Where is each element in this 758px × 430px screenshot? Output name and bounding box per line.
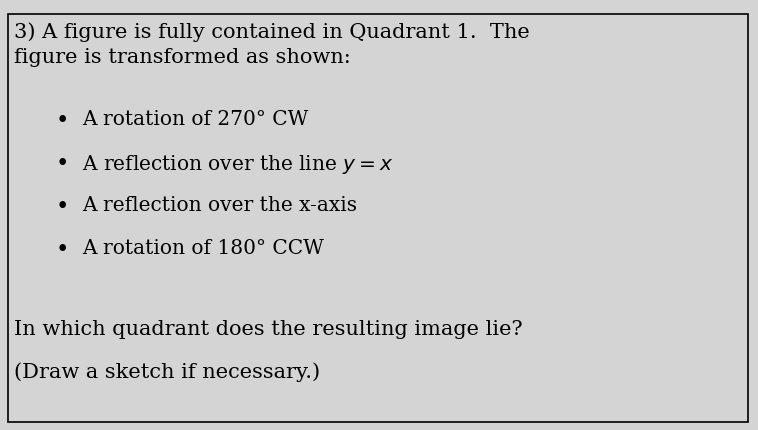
Text: 3) A figure is fully contained in Quadrant 1.  The: 3) A figure is fully contained in Quadra…: [14, 22, 530, 42]
Text: •: •: [55, 196, 69, 218]
Text: In which quadrant does the resulting image lie?: In which quadrant does the resulting ima…: [14, 320, 522, 339]
Text: figure is transformed as shown:: figure is transformed as shown:: [14, 48, 351, 67]
Text: •: •: [55, 110, 69, 132]
Text: A rotation of 270° CW: A rotation of 270° CW: [82, 110, 309, 129]
Text: •: •: [55, 239, 69, 261]
Text: •: •: [55, 153, 69, 175]
Text: A reflection over the x-axis: A reflection over the x-axis: [82, 196, 357, 215]
Text: A rotation of 180° CCW: A rotation of 180° CCW: [82, 239, 324, 258]
Text: (Draw a sketch if necessary.): (Draw a sketch if necessary.): [14, 362, 320, 382]
Text: A reflection over the line $y = x$: A reflection over the line $y = x$: [82, 153, 393, 176]
